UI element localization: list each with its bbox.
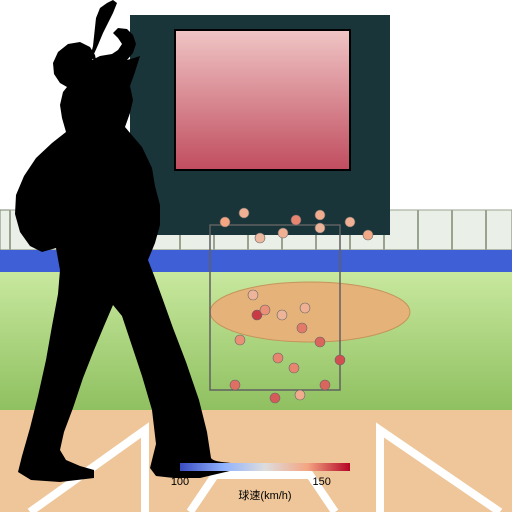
pitch-marker [315,223,325,233]
legend-bar [180,463,350,471]
pitch-marker [300,303,310,313]
pitch-marker [315,337,325,347]
pitch-marker [248,290,258,300]
pitch-marker [278,228,288,238]
pitch-marker [220,217,230,227]
pitch-marker [273,353,283,363]
pitch-marker [270,393,280,403]
pitch-marker [363,230,373,240]
pitch-marker [255,233,265,243]
pitch-marker [260,305,270,315]
pitch-marker [320,380,330,390]
pitch-marker [235,335,245,345]
pitch-marker [277,310,287,320]
pitch-marker [230,380,240,390]
pitch-marker [289,363,299,373]
pitch-marker [239,208,249,218]
pitch-marker [291,215,301,225]
pitch-marker [315,210,325,220]
legend-tick: 100 [171,476,189,488]
legend-tick: 150 [312,476,330,488]
pitch-marker [295,390,305,400]
pitch-location-chart: 100 150 球速(km/h) [0,0,512,512]
pitch-marker [335,355,345,365]
scoreboard-screen [175,30,350,170]
pitch-marker [345,217,355,227]
legend-label: 球速(km/h) [238,488,291,502]
mound [210,282,410,342]
pitch-marker [297,323,307,333]
